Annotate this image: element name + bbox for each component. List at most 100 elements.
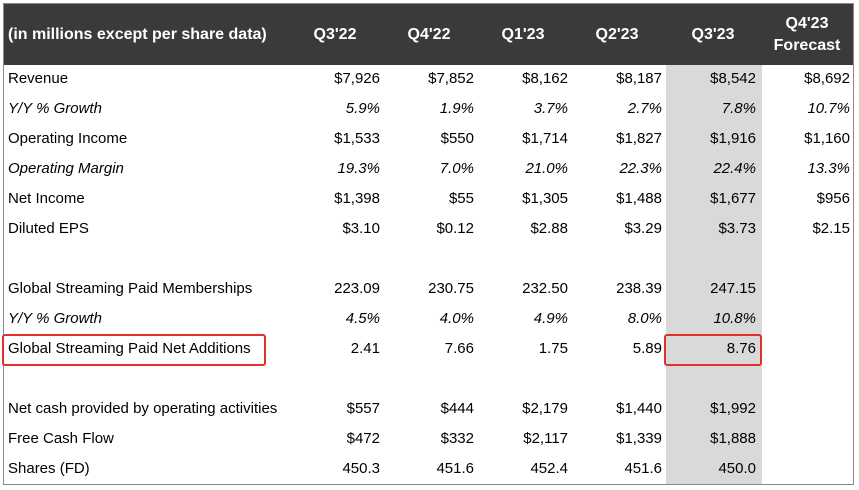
- table-row-operating-income: Operating Income $1,533 $550 $1,714 $1,8…: [0, 124, 859, 154]
- cell-q3-22: 2.41: [350, 340, 380, 357]
- cell-q3-22: $1,533: [334, 130, 380, 147]
- header-label: (in millions except per share data): [8, 25, 267, 43]
- table-row-free-cash-flow: Free Cash Flow $472 $332 $2,117 $1,339 $…: [0, 424, 859, 454]
- cell-q4-23-forecast: $8,692: [804, 70, 850, 87]
- header-col-5: Q3'23: [691, 25, 735, 43]
- cell-q4-22: $7,852: [428, 70, 474, 87]
- cell-q3-23: $8,542: [710, 70, 756, 87]
- row-label: Net cash provided by operating activitie…: [8, 400, 278, 417]
- highlight-column-q3-23: [666, 65, 762, 484]
- header-forecast-label: Forecast: [773, 36, 841, 54]
- table-row-revenue: Revenue $7,926 $7,852 $8,162 $8,187 $8,5…: [0, 64, 859, 94]
- cell-q2-23: $1,827: [616, 130, 662, 147]
- table-row-paid-net-additions: Global Streaming Paid Net Additions 2.41…: [0, 334, 859, 364]
- cell-q1-23: $2,179: [522, 400, 568, 417]
- table-frame: [3, 3, 854, 485]
- cell-q1-23: $2.88: [530, 220, 568, 237]
- cell-q4-22: $444: [440, 400, 474, 417]
- cell-q1-23: 1.75: [538, 340, 568, 357]
- cell-q3-23: $1,992: [710, 400, 756, 417]
- cell-q2-23: $8,187: [616, 70, 662, 87]
- cell-q2-23: 22.3%: [619, 160, 662, 177]
- cell-q3-23: 7.8%: [721, 100, 756, 117]
- row-label: Operating Income: [8, 130, 128, 147]
- cell-q4-22: 7.66: [444, 340, 474, 357]
- cell-q4-22: $0.12: [436, 220, 474, 237]
- table-row-diluted-eps: Diluted EPS $3.10 $0.12 $2.88 $3.29 $3.7…: [0, 214, 859, 244]
- cell-q3-23: $3.73: [718, 220, 756, 237]
- cell-q3-23: 247.15: [710, 280, 756, 297]
- row-label: Shares (FD): [8, 460, 90, 477]
- header-col-2: Q4'22: [407, 25, 451, 43]
- cell-q4-23-forecast: $1,160: [804, 130, 850, 147]
- cell-q3-22: $557: [346, 400, 380, 417]
- cell-q1-23: $8,162: [522, 70, 568, 87]
- cell-q4-22: 4.0%: [439, 310, 474, 327]
- header-col-4: Q2'23: [595, 25, 639, 43]
- table-row-paid-memberships: Global Streaming Paid Memberships 223.09…: [0, 274, 859, 304]
- cell-q3-22: 5.9%: [345, 100, 380, 117]
- cell-q2-23: $3.29: [624, 220, 662, 237]
- cell-q3-23: 22.4%: [713, 160, 756, 177]
- cell-q2-23: $1,339: [616, 430, 662, 447]
- row-label: Operating Margin: [8, 160, 124, 177]
- cell-q4-22: $550: [440, 130, 474, 147]
- row-label: Y/Y % Growth: [8, 100, 102, 117]
- cell-q2-23: 5.89: [632, 340, 662, 357]
- row-label: Revenue: [8, 70, 69, 87]
- cell-q1-23: 21.0%: [525, 160, 568, 177]
- cell-q3-22: 19.3%: [337, 160, 380, 177]
- cell-q3-23: 10.8%: [713, 310, 756, 327]
- cell-q3-22: 450.3: [342, 460, 380, 477]
- cell-q4-23-forecast: 10.7%: [807, 100, 850, 117]
- cell-q1-23: $1,714: [522, 130, 568, 147]
- highlight-box-net-additions-q3-23: [664, 334, 762, 366]
- cell-q4-23-forecast: 13.3%: [807, 160, 850, 177]
- table-row-memberships-yy-growth: Y/Y % Growth 4.5% 4.0% 4.9% 8.0% 10.8%: [0, 304, 859, 334]
- row-label: Net Income: [8, 190, 85, 207]
- cell-q3-23: 8.76: [726, 340, 756, 357]
- cell-q1-23: $1,305: [522, 190, 568, 207]
- cell-q4-23-forecast: $2.15: [812, 220, 850, 237]
- cell-q3-23: 450.0: [718, 460, 756, 477]
- cell-q1-23: 3.7%: [533, 100, 568, 117]
- table-row-operating-cash: Net cash provided by operating activitie…: [0, 394, 859, 424]
- table-row-shares-fd: Shares (FD) 450.3 451.6 452.4 451.6 450.…: [0, 454, 859, 484]
- cell-q1-23: $2,117: [523, 430, 568, 447]
- cell-q2-23: 451.6: [624, 460, 662, 477]
- cell-q3-23: $1,888: [710, 430, 756, 447]
- cell-q3-22: 4.5%: [345, 310, 380, 327]
- table-header: [4, 4, 853, 65]
- row-label: Diluted EPS: [8, 220, 89, 237]
- cell-q3-22: $1,398: [334, 190, 380, 207]
- row-label: Global Streaming Paid Net Additions: [8, 340, 251, 357]
- row-label: Global Streaming Paid Memberships: [8, 280, 253, 297]
- cell-q2-23: 2.7%: [627, 100, 662, 117]
- header-col-forecast: Q4'23 Forecast: [760, 4, 854, 65]
- highlight-box-net-additions-label: [2, 334, 266, 366]
- cell-q2-23: $1,488: [616, 190, 662, 207]
- cell-q2-23: 8.0%: [627, 310, 662, 327]
- cell-q4-22: $332: [440, 430, 474, 447]
- header-col-3: Q1'23: [501, 25, 545, 43]
- cell-q4-23-forecast: $956: [816, 190, 850, 207]
- row-label: Y/Y % Growth: [8, 310, 102, 327]
- cell-q4-22: 451.6: [436, 460, 474, 477]
- cell-q2-23: $1,440: [616, 400, 662, 417]
- row-label: Free Cash Flow: [8, 430, 114, 447]
- header-col-1: Q3'22: [313, 25, 357, 43]
- table-row-yy-growth: Y/Y % Growth 5.9% 1.9% 3.7% 2.7% 7.8% 10…: [0, 94, 859, 124]
- cell-q1-23: 452.4: [530, 460, 568, 477]
- cell-q4-22: 1.9%: [439, 100, 474, 117]
- cell-q4-22: $55: [448, 190, 474, 207]
- cell-q3-22: $7,926: [334, 70, 380, 87]
- cell-q1-23: 4.9%: [533, 310, 568, 327]
- cell-q3-22: $3.10: [342, 220, 380, 237]
- cell-q3-23: $1,677: [710, 190, 756, 207]
- table-row-net-income: Net Income $1,398 $55 $1,305 $1,488 $1,6…: [0, 184, 859, 214]
- cell-q4-22: 230.75: [428, 280, 474, 297]
- table-row-operating-margin: Operating Margin 19.3% 7.0% 21.0% 22.3% …: [0, 154, 859, 184]
- cell-q3-22: 223.09: [334, 280, 380, 297]
- cell-q3-22: $472: [346, 430, 380, 447]
- cell-q1-23: 232.50: [522, 280, 568, 297]
